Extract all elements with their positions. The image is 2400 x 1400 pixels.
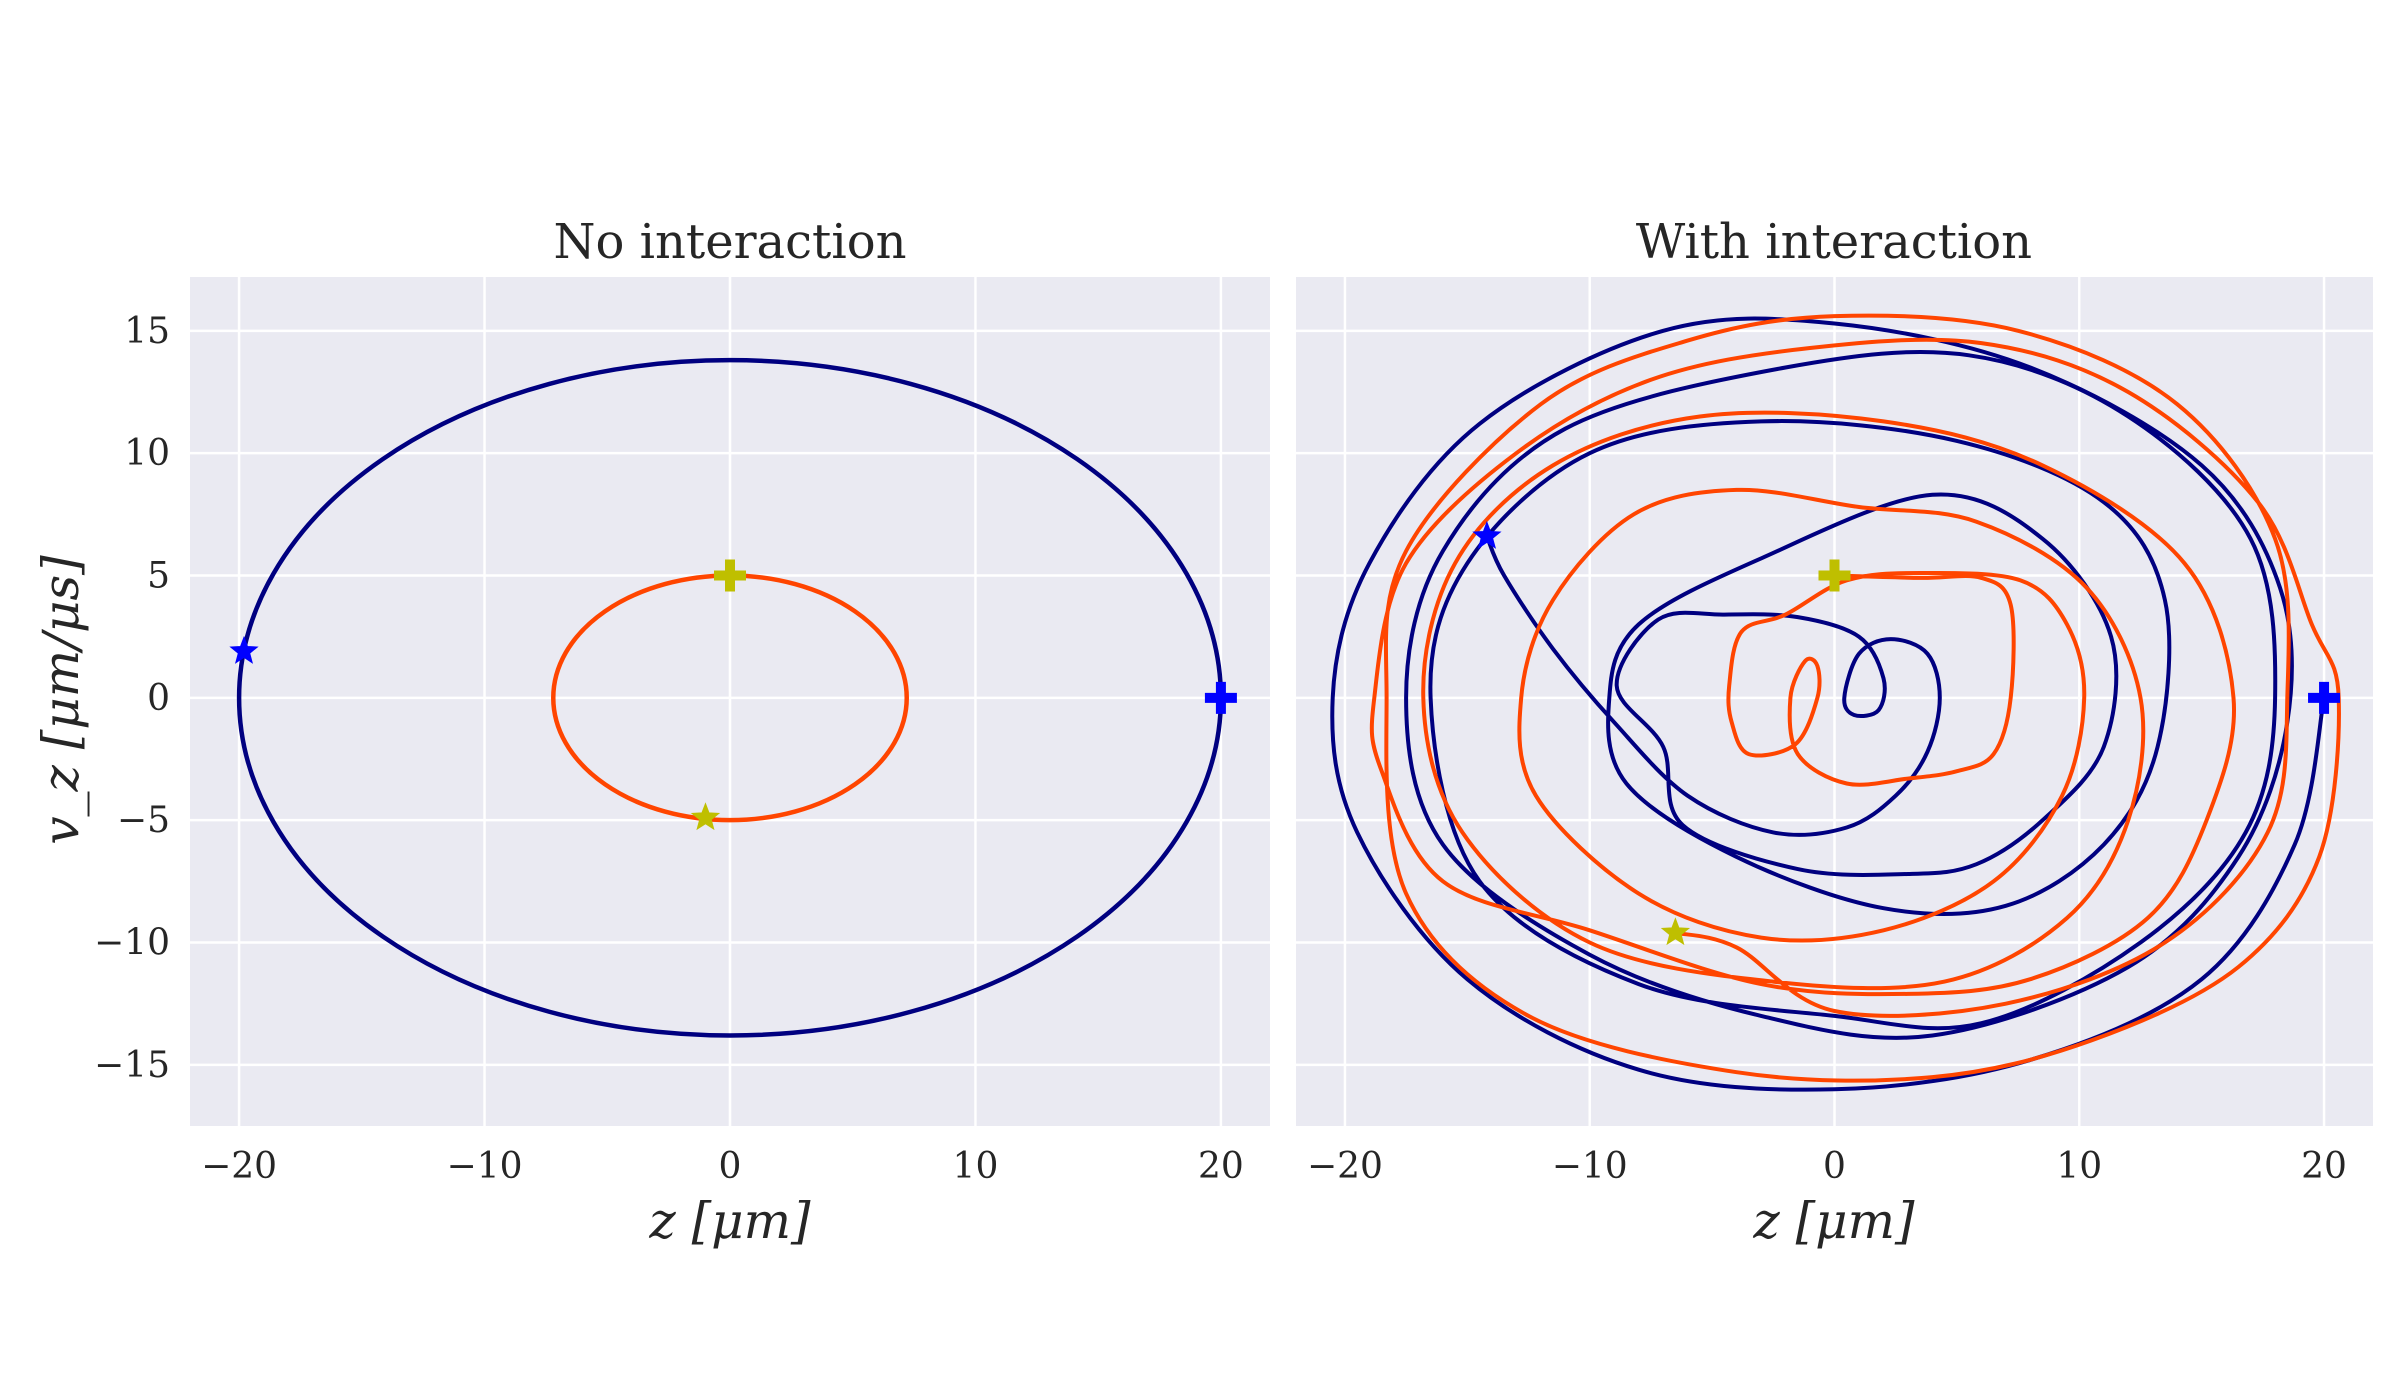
- marker-layer: [1472, 520, 2341, 946]
- series-layer: [1330, 313, 2341, 1092]
- y-tick-label: 15: [124, 311, 170, 352]
- star-marker: [1472, 520, 1502, 549]
- trajectory-line: [1369, 313, 2341, 1083]
- star-marker: [229, 635, 259, 664]
- x-tick-label: 10: [2056, 1146, 2102, 1187]
- y-tick-label: 10: [124, 433, 170, 474]
- y-tick-label: 5: [147, 555, 170, 596]
- x-tick-label: 10: [953, 1146, 999, 1187]
- y-axis-label: v_z [μm/μs]: [32, 555, 90, 845]
- panel-with-interaction: −20 −10 0 10 20 With interaction z [μm]: [1296, 214, 2373, 1250]
- x-tick-label: −10: [1552, 1146, 1628, 1187]
- star-marker: [690, 802, 721, 831]
- tick-labels: −20 −10 0 10 20: [1307, 1146, 2347, 1187]
- x-tick-label: 20: [1198, 1146, 1244, 1187]
- plus-marker: [2308, 681, 2341, 714]
- panel-no-interaction: −20 −10 0 10 20 −15 −10 −5 0 5 10 15 No interaction…: [32, 214, 1270, 1250]
- star-marker: [1660, 917, 1691, 946]
- x-axis-label: z [μm]: [1752, 1192, 1915, 1250]
- x-tick-label: −10: [447, 1146, 523, 1187]
- x-tick-label: 20: [2301, 1146, 2347, 1187]
- x-tick-label: −20: [201, 1146, 277, 1187]
- x-tick-label: 0: [719, 1146, 742, 1187]
- plus-marker: [1818, 559, 1851, 592]
- marker-layer: [229, 559, 1237, 831]
- plus-marker: [1204, 681, 1237, 714]
- x-tick-label: −20: [1307, 1146, 1383, 1187]
- x-tick-label: 0: [1823, 1146, 1846, 1187]
- y-tick-label: 0: [147, 678, 170, 719]
- y-tick-label: −10: [94, 922, 170, 963]
- tick-labels: −20 −10 0 10 20 −15 −10 −5 0 5 10 15: [94, 311, 1244, 1187]
- plus-marker: [714, 559, 746, 592]
- y-tick-label: −5: [117, 800, 170, 841]
- chart-title: With interaction: [1636, 214, 2032, 270]
- y-tick-label: −15: [94, 1045, 170, 1086]
- x-axis-label: z [μm]: [648, 1192, 811, 1250]
- chart-title: No interaction: [553, 214, 906, 270]
